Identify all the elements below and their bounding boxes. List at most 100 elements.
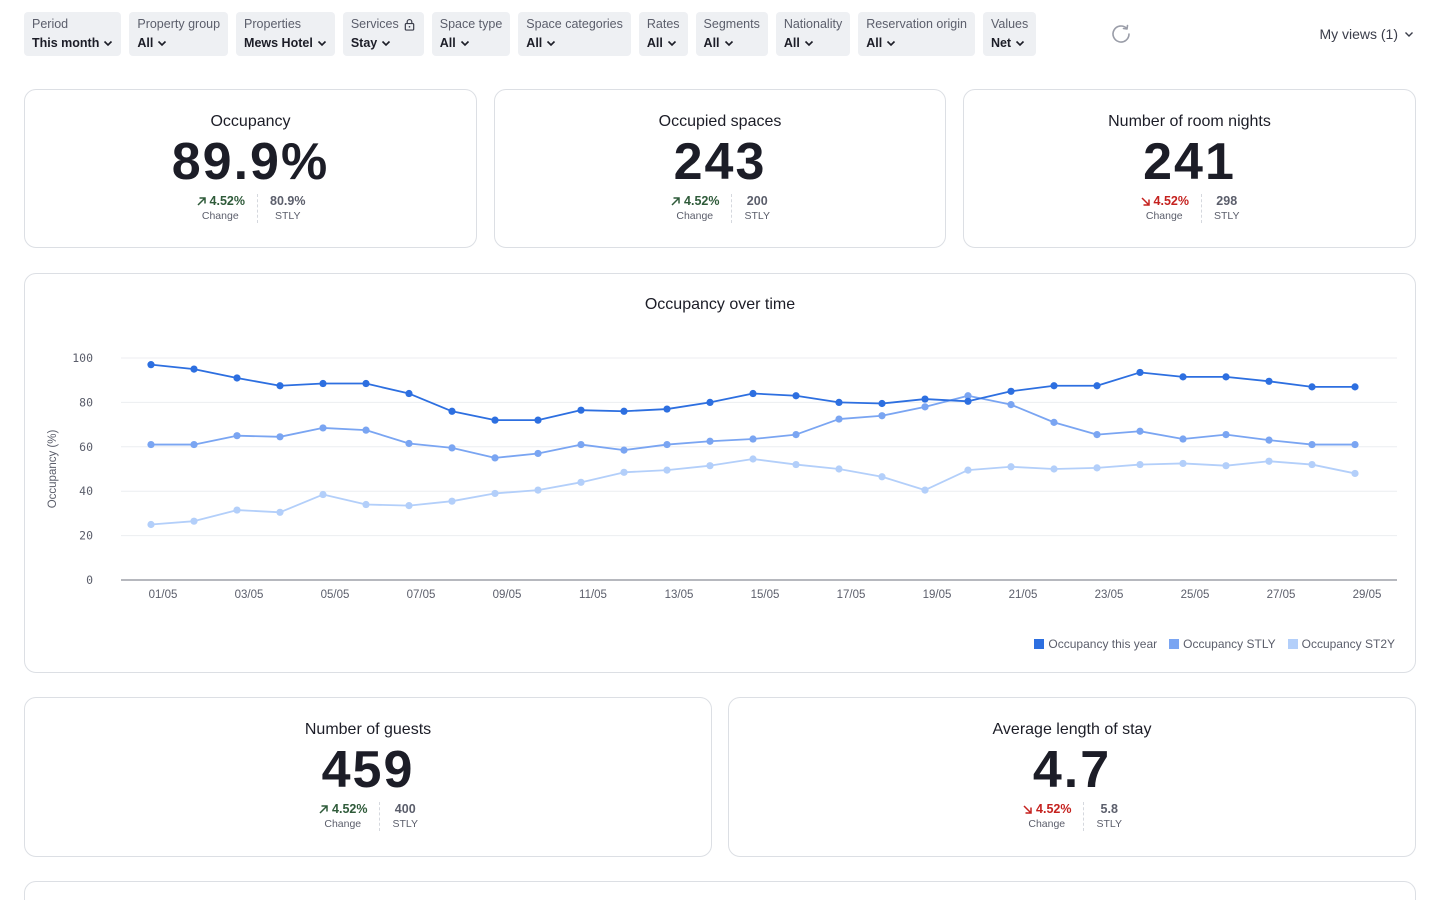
legend-item[interactable]: Occupancy STLY (1169, 637, 1276, 651)
filter-services[interactable]: Services Stay (342, 12, 424, 56)
data-point[interactable] (190, 365, 198, 373)
data-point[interactable] (448, 444, 456, 452)
data-point[interactable] (233, 374, 241, 382)
data-point[interactable] (1007, 401, 1015, 409)
data-point[interactable] (1308, 383, 1316, 391)
data-point[interactable] (491, 454, 499, 462)
data-point[interactable] (921, 403, 929, 411)
data-point[interactable] (405, 502, 413, 510)
data-point[interactable] (405, 439, 413, 448)
data-point[interactable] (534, 449, 542, 458)
data-point[interactable] (319, 379, 327, 388)
data-point[interactable] (1093, 430, 1101, 439)
data-point[interactable] (1007, 387, 1015, 395)
data-point[interactable] (1222, 462, 1230, 470)
data-point[interactable] (491, 489, 499, 498)
data-point[interactable] (491, 416, 499, 424)
data-point[interactable] (577, 478, 585, 486)
data-point[interactable] (319, 490, 327, 499)
data-point[interactable] (276, 508, 284, 516)
data-point[interactable] (792, 460, 800, 469)
data-point[interactable] (792, 430, 800, 439)
data-point[interactable] (663, 440, 671, 449)
data-point[interactable] (620, 407, 628, 415)
data-point[interactable] (878, 412, 886, 420)
data-point[interactable] (1222, 430, 1230, 439)
data-point[interactable] (1351, 469, 1359, 478)
data-point[interactable] (577, 406, 585, 414)
data-point[interactable] (921, 395, 929, 403)
data-point[interactable] (362, 379, 370, 388)
filter-property-group[interactable]: Property group All (129, 12, 229, 56)
data-point[interactable] (534, 486, 542, 494)
data-point[interactable] (577, 440, 585, 449)
data-point[interactable] (792, 392, 800, 400)
data-point[interactable] (190, 440, 198, 449)
filter-nationality[interactable]: Nationality All (775, 12, 851, 56)
refresh-icon[interactable] (1109, 22, 1133, 46)
data-point[interactable] (534, 416, 542, 424)
data-point[interactable] (1136, 368, 1144, 377)
data-point[interactable] (964, 397, 972, 405)
data-point[interactable] (835, 415, 843, 423)
filter-properties[interactable]: Properties Mews Hotel (236, 12, 335, 56)
data-point[interactable] (1050, 465, 1058, 473)
data-point[interactable] (147, 361, 155, 369)
data-point[interactable] (749, 455, 757, 463)
legend-item[interactable]: Occupancy ST2Y (1287, 637, 1395, 651)
data-point[interactable] (1179, 459, 1187, 468)
data-point[interactable] (706, 437, 714, 445)
data-point[interactable] (1265, 457, 1273, 465)
data-point[interactable] (620, 446, 628, 454)
data-point[interactable] (147, 520, 155, 529)
data-point[interactable] (921, 486, 929, 494)
data-point[interactable] (835, 465, 843, 473)
data-point[interactable] (405, 389, 413, 398)
data-point[interactable] (964, 466, 972, 474)
filter-rates[interactable]: Rates All (638, 12, 688, 56)
filter-reservation-origin[interactable]: Reservation origin All (858, 12, 975, 56)
data-point[interactable] (190, 517, 198, 525)
data-point[interactable] (835, 398, 843, 406)
data-point[interactable] (1308, 440, 1316, 449)
data-point[interactable] (964, 392, 972, 400)
data-point[interactable] (1179, 435, 1187, 443)
data-point[interactable] (620, 468, 628, 476)
data-point[interactable] (1007, 463, 1015, 471)
data-point[interactable] (1351, 440, 1359, 449)
data-point[interactable] (1050, 418, 1058, 426)
filter-values[interactable]: Values Net (982, 12, 1037, 56)
data-point[interactable] (276, 382, 284, 390)
data-point[interactable] (1136, 427, 1144, 435)
data-point[interactable] (362, 500, 370, 509)
data-point[interactable] (706, 398, 714, 406)
data-point[interactable] (1265, 436, 1273, 444)
data-point[interactable] (878, 473, 886, 481)
data-point[interactable] (1222, 373, 1230, 381)
data-point[interactable] (1050, 382, 1058, 390)
data-point[interactable] (1093, 382, 1101, 390)
data-point[interactable] (147, 440, 155, 449)
data-point[interactable] (362, 426, 370, 434)
data-point[interactable] (1179, 373, 1187, 381)
filter-space-categories[interactable]: Space categories All (518, 12, 631, 56)
data-point[interactable] (663, 466, 671, 474)
data-point[interactable] (749, 389, 757, 398)
data-point[interactable] (233, 506, 241, 514)
data-point[interactable] (663, 405, 671, 413)
data-point[interactable] (1265, 377, 1273, 385)
data-point[interactable] (448, 497, 456, 505)
data-point[interactable] (233, 432, 241, 440)
data-point[interactable] (276, 433, 284, 441)
data-point[interactable] (706, 462, 714, 470)
data-point[interactable] (878, 399, 886, 408)
filter-segments[interactable]: Segments All (695, 12, 768, 56)
data-point[interactable] (1308, 460, 1316, 469)
my-views-dropdown[interactable]: My views (1) (1319, 26, 1414, 42)
data-point[interactable] (1351, 383, 1359, 391)
data-point[interactable] (1093, 464, 1101, 472)
filter-space-type[interactable]: Space type All (431, 12, 511, 56)
data-point[interactable] (319, 424, 327, 432)
data-point[interactable] (448, 407, 456, 415)
data-point[interactable] (1136, 460, 1144, 469)
